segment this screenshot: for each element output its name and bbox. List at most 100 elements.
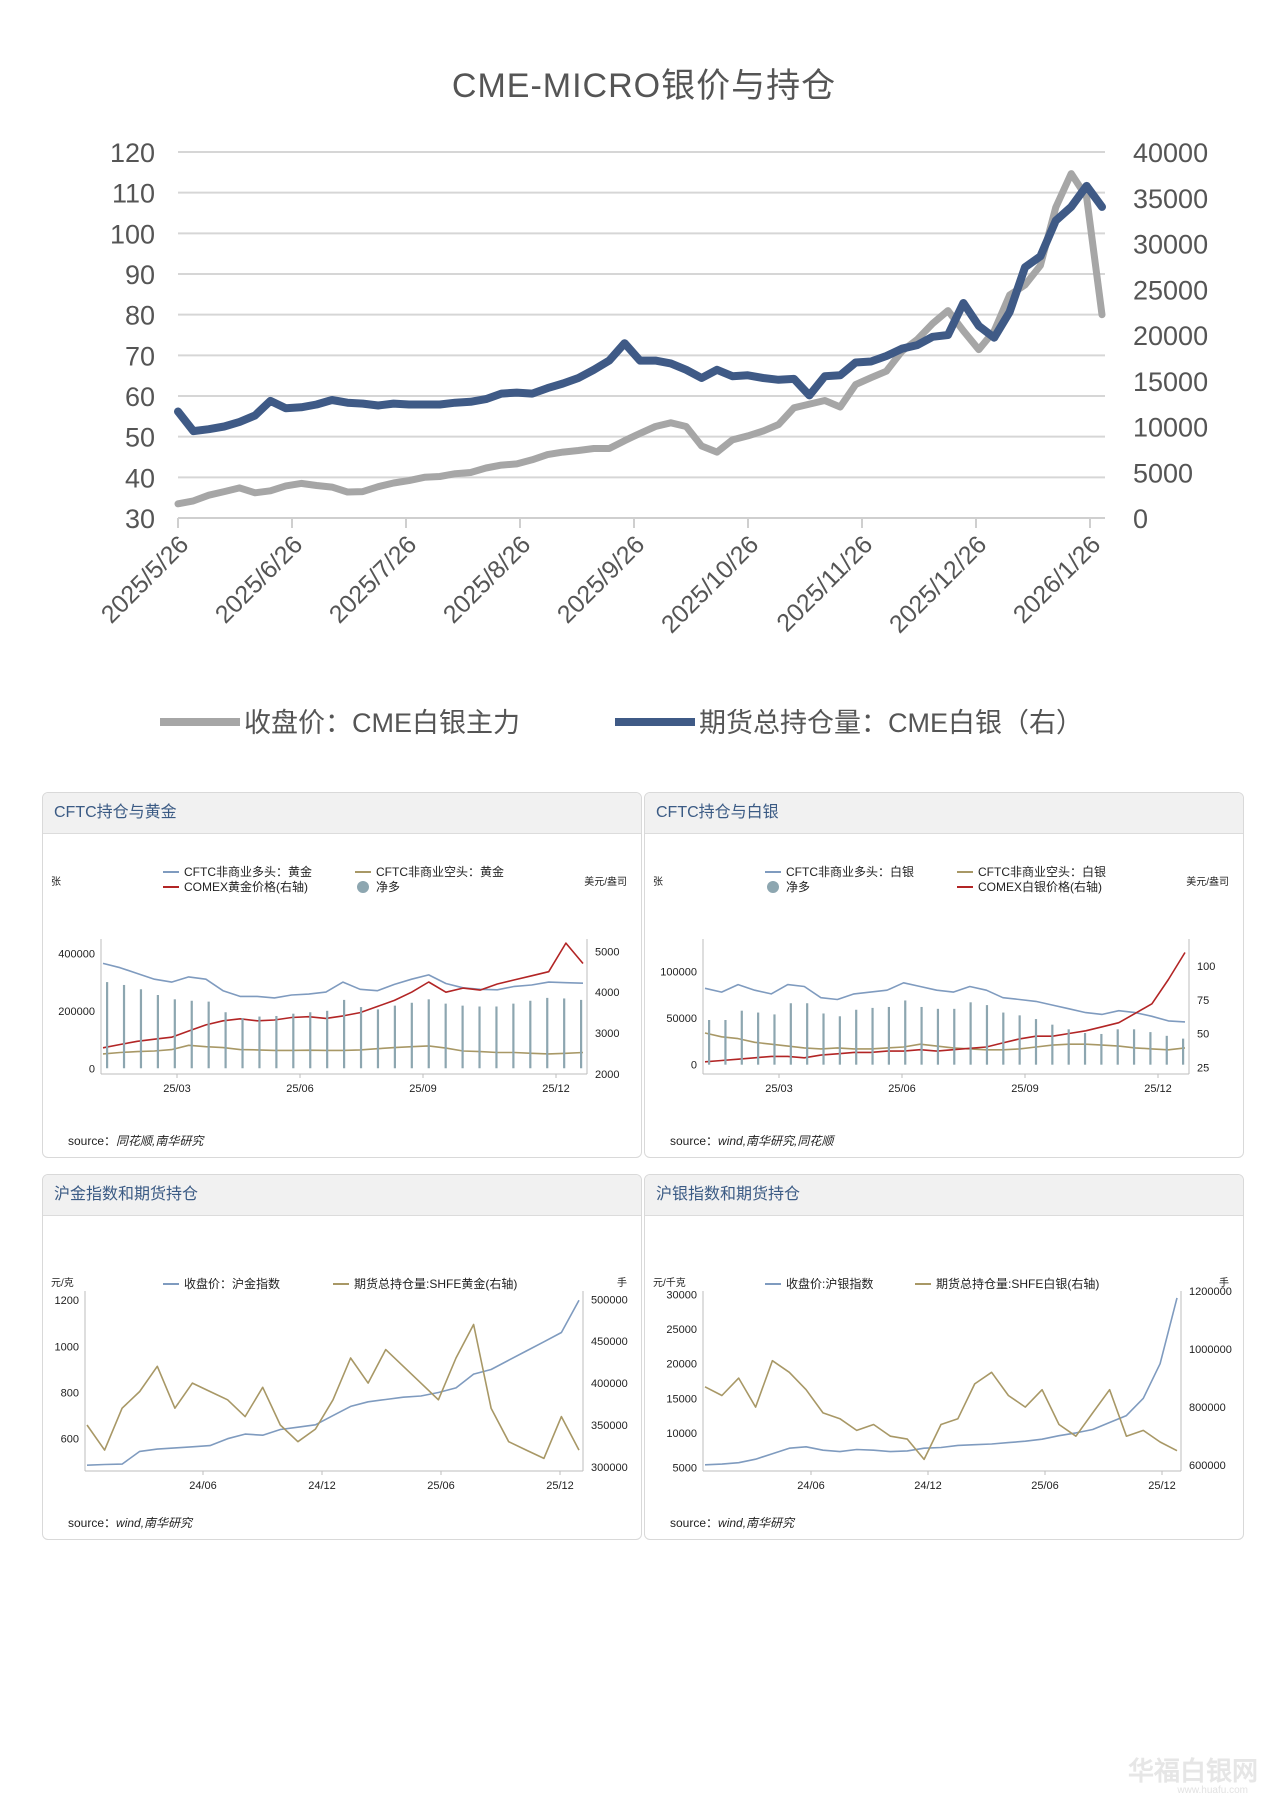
panel-shfe-gold: 沪金指数和期货持仓 元/克 手 1200 1000 800 600 500000 450000… [42,1174,642,1540]
left-unit-label: 张 [51,876,61,888]
net-long-bar [708,1020,711,1065]
right-tick-label: 25 [1197,1062,1209,1074]
net-long-bar [190,1000,193,1069]
right-tick-label: 500000 [591,1294,628,1306]
series-line [704,1359,1178,1461]
right-tick-label: 2000 [595,1069,619,1081]
panel-title: 沪金指数和期货持仓 [43,1175,641,1216]
legend-label: 期货总持仓量:SHFE黄金(右轴) [354,1276,517,1291]
net-long-bar [529,1000,532,1069]
left-tick-label: 15000 [666,1393,697,1405]
right-tick-label: 30000 [1133,230,1208,260]
net-long-bar [563,998,566,1069]
legend-label: 净多 [786,880,810,894]
net-long-bar [969,1002,972,1065]
source-label: source： [68,1134,117,1148]
right-tick-label: 4000 [595,987,619,999]
left-tick-label: 10000 [666,1428,697,1440]
right-tick-label: 1200000 [1189,1286,1232,1298]
net-long-bar [122,984,126,1069]
x-tick-label: 2025/5/26 [96,530,194,628]
x-tick-label: 2025/9/26 [552,530,650,628]
right-tick-label: 5000 [595,946,619,958]
left-tick-label: 50 [125,423,155,453]
source-text: 同花顺,南华研究 [116,1134,204,1148]
net-long-bar [740,1010,743,1065]
net-long-bar [512,1003,515,1069]
net-long-bar [1018,1015,1021,1065]
right-tick-label: 40000 [1133,138,1208,168]
left-tick-label: 50000 [666,1013,697,1025]
right-unit-label: 手 [1219,1276,1229,1289]
legend-label: 收盘价：CME白银主力 [244,708,520,738]
net-long-bar [309,1012,312,1069]
series-line [704,1032,1186,1051]
net-long-bar [106,982,109,1069]
main-chart-title: CME-MICRO银价与持仓 [451,67,837,105]
right-tick-label: 25000 [1133,275,1208,305]
legend-label: 净多 [376,880,400,894]
shfe-gold-chart: 元/克 手 1200 1000 800 600 500000 450000 400000 3500… [51,1276,628,1492]
net-long-bar [1149,1032,1152,1065]
watermark-url: www.huafu.com [1177,1785,1248,1796]
source-line: source：wind,南华研究 [68,1514,192,1531]
net-long-bar [822,1013,825,1065]
series-line [86,1299,580,1466]
left-tick-label: 400000 [58,948,95,960]
net-long-bar [773,1014,776,1065]
right-tick-label: 35000 [1133,184,1208,214]
net-long-bar [953,1008,956,1065]
net-long-bar [224,1012,227,1069]
right-tick-label: 5000 [1133,458,1193,488]
source-text: wind,南华研究,同花顺 [718,1134,834,1148]
net-long-bar [838,1016,841,1065]
source-label: source： [670,1516,719,1530]
panel-cftc-gold: CFTC持仓与黄金 张 美元/盎司 400000 200000 0 5000 4000 300… [42,792,642,1158]
legend-label: COMEX白银价格(右轴) [978,879,1102,894]
x-tick-label: 25/12 [546,1480,574,1492]
series-line [174,181,1106,436]
x-tick-label: 25/06 [1031,1480,1059,1492]
net-long-bar [1002,1012,1005,1065]
legend-label: 收盘价：沪金指数 [184,1276,280,1291]
net-long-bar [757,1012,760,1065]
source-line: source：wind,南华研究,同花顺 [670,1132,833,1149]
right-unit-label: 美元/盎司 [584,875,627,888]
left-tick-label: 0 [89,1063,95,1075]
net-long-bar [1182,1038,1185,1065]
source-line: source：同花顺,南华研究 [68,1132,203,1149]
left-tick-label: 110 [112,179,155,209]
x-tick-label: 25/12 [542,1083,570,1095]
left-tick-label: 30 [125,504,155,534]
cftc-gold-chart: 张 美元/盎司 400000 200000 0 5000 4000 3000 2000 25/03… [51,864,627,1095]
net-long-bar [207,1001,210,1069]
net-long-bar [1067,1029,1070,1065]
net-long-bar [724,1020,727,1065]
left-tick-label: 1200 [55,1295,79,1307]
legend-label: 期货总持仓量：CME白银（右） [699,708,1083,738]
net-long-bar [478,1006,481,1069]
net-long-bar [173,999,176,1069]
net-long-bar [806,1003,809,1065]
left-tick-label: 5000 [673,1463,697,1475]
x-tick-label: 25/03 [163,1083,191,1095]
right-tick-label: 50 [1197,1029,1209,1041]
right-tick-label: 300000 [591,1462,628,1474]
net-long-bar [887,1006,890,1065]
x-tick-label: 25/06 [286,1083,314,1095]
net-long-bar [904,1000,907,1065]
series-line [86,1323,580,1460]
shfe-silver-chart: 元/千克 手 30000 25000 20000 15000 10000 5000 120000… [653,1276,1232,1492]
net-long-bar [1083,1033,1087,1065]
legend-label: 收盘价:沪银指数 [786,1276,873,1291]
left-unit-label: 元/克 [51,1277,74,1289]
net-long-bar [393,1005,396,1069]
net-long-bar [326,1010,329,1069]
net-long-bar [359,1007,363,1069]
net-long-bar [427,999,430,1069]
legend-label: COMEX黄金价格(右轴) [184,879,308,894]
panel-title: 沪银指数和期货持仓 [645,1175,1243,1216]
legend-label: CFTC非商业空头：白银 [978,864,1106,879]
legend-label: CFTC非商业多头：白银 [786,864,914,879]
left-tick-label: 1000 [55,1341,79,1353]
